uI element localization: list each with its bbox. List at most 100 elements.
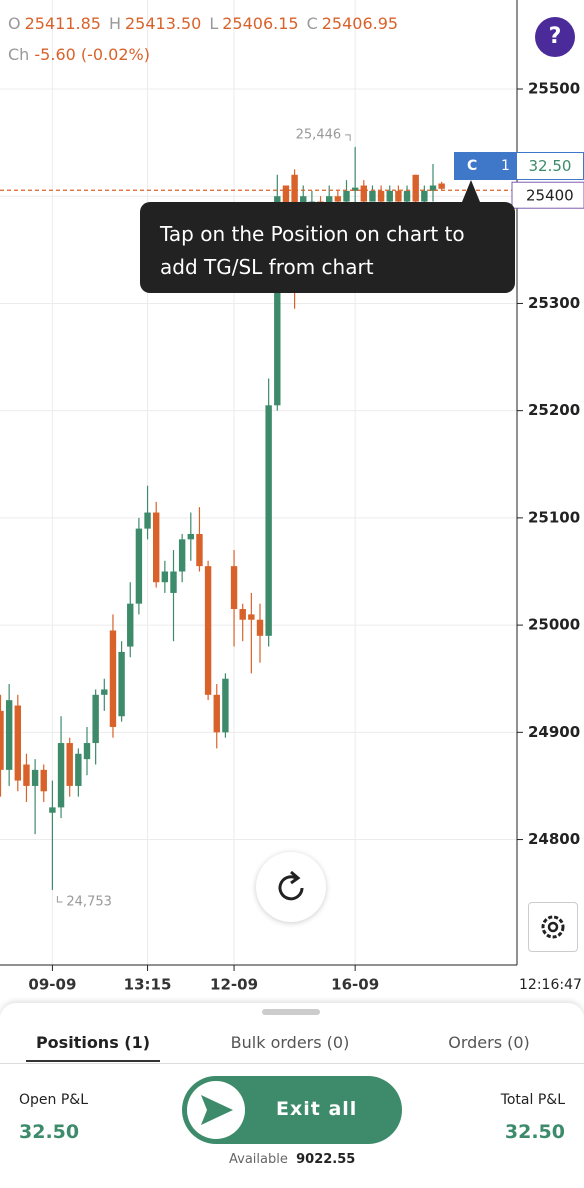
y-tick-label: 25100 — [528, 508, 580, 526]
candle-body — [5, 700, 13, 770]
annotation-arrow — [345, 134, 351, 141]
time-label: 12:16:47 — [519, 977, 582, 993]
candle-body — [14, 705, 21, 781]
candle-body — [395, 190, 402, 202]
available-value: 9022.55 — [296, 1152, 356, 1167]
change: -5.60 (-0.02%) — [34, 45, 150, 64]
ohlc-value: 25406.15 — [222, 14, 299, 33]
tab[interactable]: Bulk orders (0) — [230, 1033, 350, 1052]
candle-body — [343, 190, 350, 202]
ohlc-value: 25413.50 — [124, 14, 202, 33]
y-tick-label: 24800 — [528, 830, 580, 848]
help-button[interactable]: ? — [535, 17, 575, 57]
candle-body — [265, 405, 272, 636]
candle-body — [161, 571, 169, 583]
available: Available 9022.55 — [229, 1152, 355, 1167]
candle-body — [438, 183, 445, 189]
plot: 25,446 24,753 — [0, 127, 445, 909]
reset-button[interactable] — [256, 852, 326, 922]
candle-body — [40, 769, 47, 792]
total-pnl-label: Total P&L — [500, 1092, 565, 1108]
candle-body — [377, 190, 385, 202]
settings-icon — [541, 915, 565, 939]
y-tick-label: 25500 — [528, 79, 580, 97]
chart: 25,446 24,753 24800 24900 25000 25100 25200 25… — [0, 0, 584, 994]
drag-handle[interactable] — [262, 1009, 320, 1015]
annotation: 25,446 — [296, 127, 342, 142]
exit-icon — [187, 1081, 245, 1139]
x-tick-label: 16-09 — [331, 976, 379, 994]
candle-body — [421, 190, 428, 202]
candle-body — [92, 694, 99, 744]
tooltip: Tap on the Position on chart to add TG/SL… — [140, 202, 515, 293]
tooltip-line: Tap on the Position on chart to — [160, 222, 465, 246]
divider — [0, 1063, 584, 1064]
position-line-box — [511, 181, 584, 209]
candle-body — [256, 619, 264, 636]
total-pnl: 32.50 — [504, 1121, 565, 1143]
candle-body — [31, 769, 39, 786]
candle-body — [57, 743, 65, 808]
candle-body — [300, 196, 307, 207]
candle-body — [360, 185, 367, 202]
settings-button[interactable] — [528, 902, 578, 952]
candle-body — [178, 539, 186, 572]
candle-body — [196, 533, 203, 567]
candle-body — [83, 743, 91, 760]
available-label: Available — [229, 1152, 288, 1167]
ohlc-label: O — [8, 14, 21, 33]
y-tick-label: 25000 — [528, 616, 580, 634]
reset-icon — [278, 870, 304, 901]
exit-label: Exit all — [276, 1098, 358, 1120]
candle-body — [153, 512, 160, 583]
grid — [0, 0, 517, 965]
ohlc-label: L — [209, 14, 219, 33]
candle-body — [369, 190, 376, 202]
candle-body — [403, 190, 411, 202]
candle-body — [326, 196, 333, 207]
ohlc: O 25411.85 H 25413.50 L 25406.15 C 25406.95 — [8, 14, 398, 33]
candle-body — [274, 196, 281, 406]
tab-active[interactable]: Positions (1) — [26, 1033, 160, 1062]
change-label: Ch — [8, 45, 30, 64]
x-tick-label: 09-09 — [28, 976, 76, 994]
x-tick-label: 12-09 — [210, 976, 258, 994]
candle-body — [204, 566, 212, 695]
ohlc-value: 25411.85 — [24, 14, 101, 33]
candle-body — [101, 689, 108, 695]
candle-body — [75, 753, 82, 786]
ohlc-label: C — [306, 14, 318, 33]
y-tick-label: 24900 — [528, 723, 580, 741]
candle-body — [127, 603, 134, 647]
candle-body — [23, 764, 30, 786]
ohlc-label: H — [108, 14, 121, 33]
position-side: C — [467, 158, 478, 174]
open-pnl-label: Open P&L — [19, 1092, 89, 1108]
y-tick-label: 25300 — [528, 294, 580, 312]
candle-body — [213, 694, 220, 733]
candle-body — [334, 196, 342, 202]
candle-body — [291, 174, 298, 218]
candle-body — [222, 678, 229, 733]
candle-body — [248, 614, 255, 620]
annotation: 24,753 — [66, 894, 112, 909]
position-qty: 1 — [501, 158, 510, 174]
ohlc-value: 25406.95 — [321, 14, 399, 33]
candle-body — [351, 187, 359, 191]
candle-body — [144, 512, 151, 529]
candle-body — [49, 807, 56, 813]
candle-body — [386, 190, 393, 202]
candle-body — [412, 174, 419, 202]
exit-button[interactable]: Exit all — [182, 1076, 402, 1144]
candle-body — [0, 710, 4, 770]
candle-body — [118, 651, 125, 717]
candle-body — [109, 630, 117, 727]
open-pnl: 32.50 — [19, 1121, 80, 1143]
change-row: Ch -5.60 (-0.02%) — [8, 45, 150, 64]
candle-body — [429, 185, 437, 191]
tab[interactable]: Orders (0) — [448, 1033, 530, 1052]
candle-body — [187, 533, 194, 540]
position-line-label: 25400 — [526, 187, 574, 205]
